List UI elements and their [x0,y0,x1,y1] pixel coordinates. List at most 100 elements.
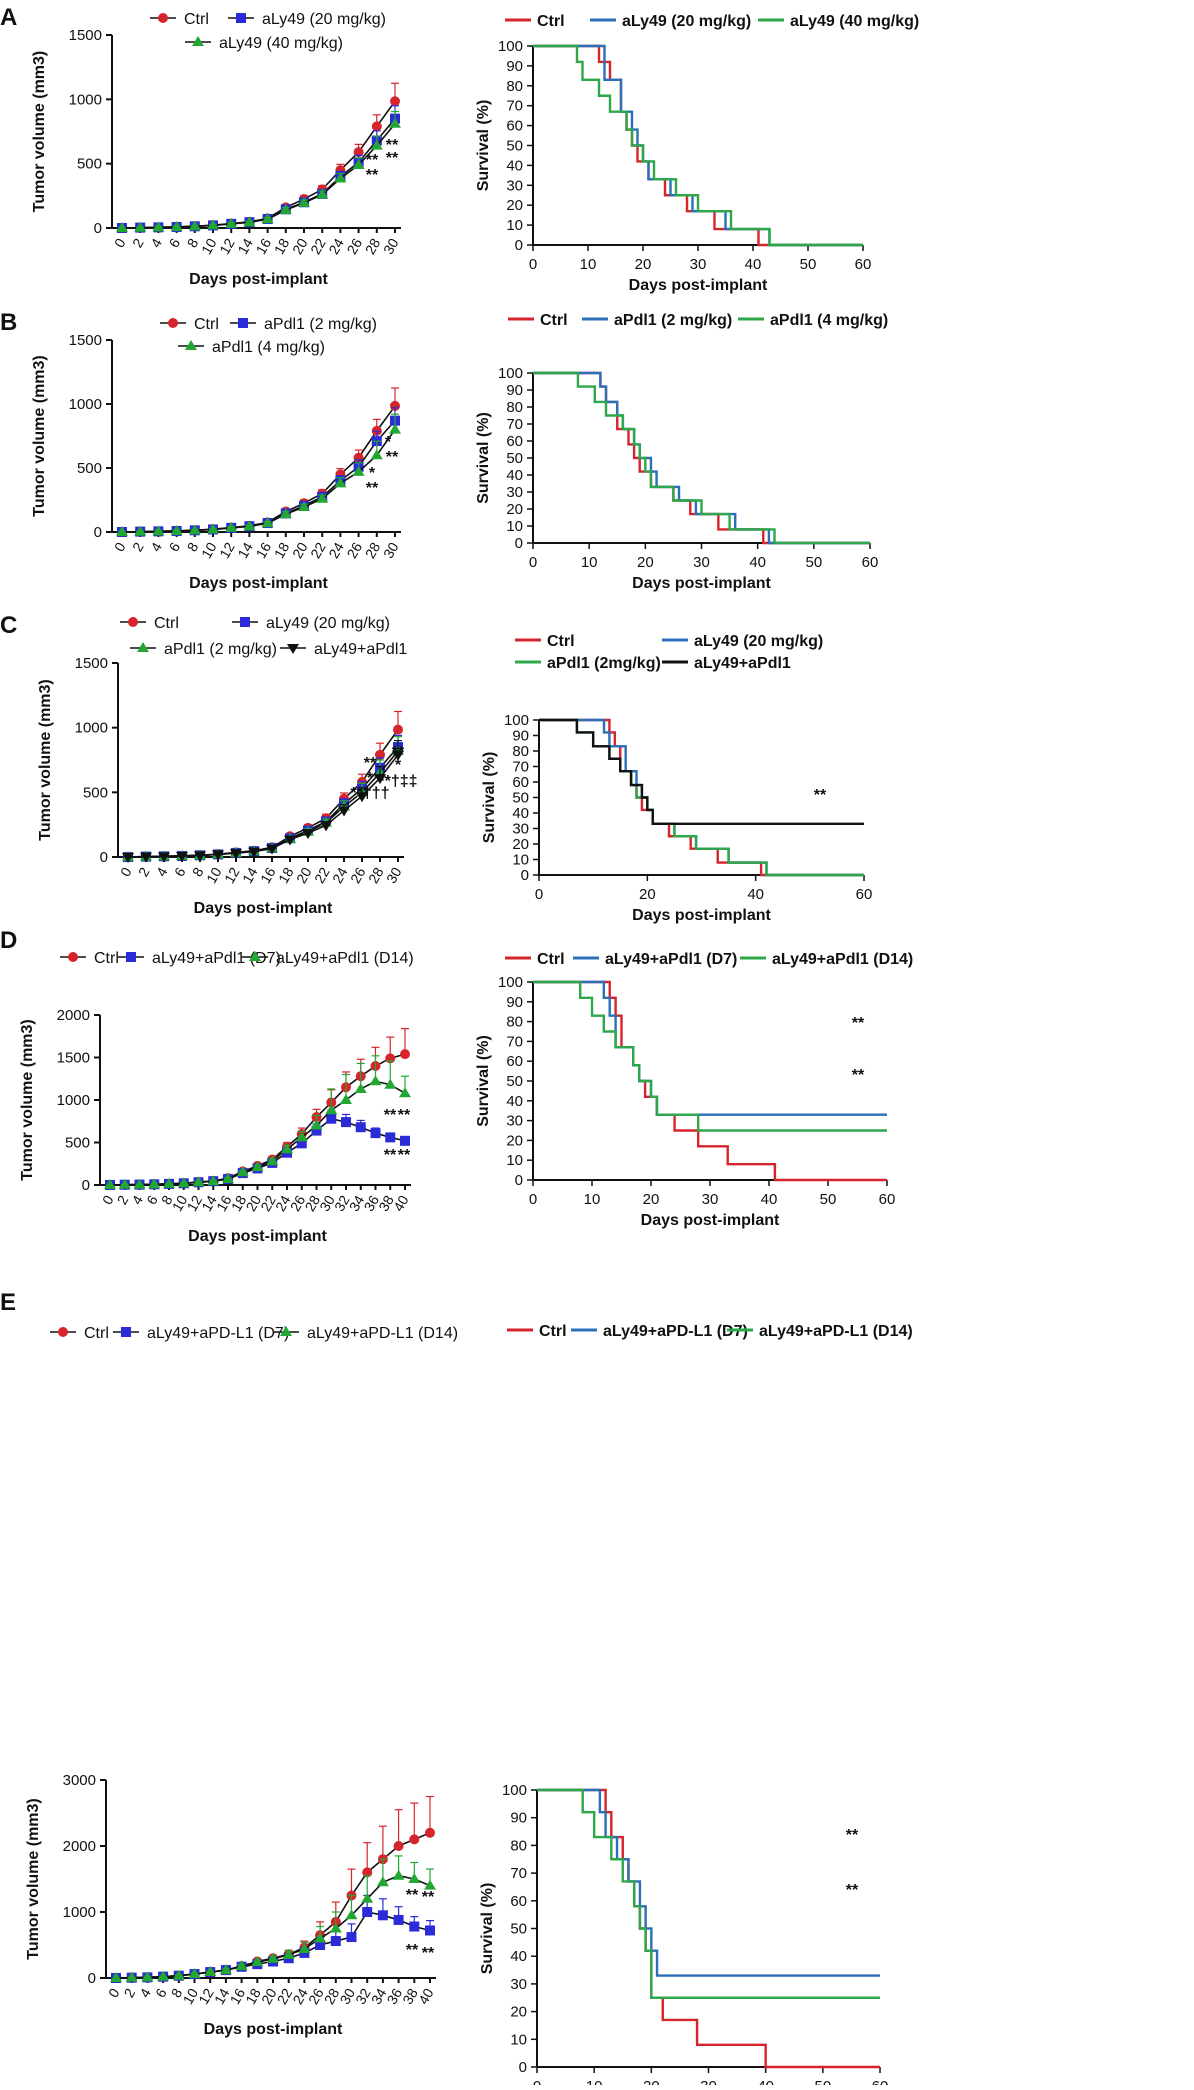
legend-marker [168,318,178,328]
data-point [212,850,224,861]
survival-curve-2 [533,371,870,545]
x-tick-label: 26 [305,1985,327,2007]
y-tick-label: 70 [512,759,529,776]
data-point [408,1873,421,1883]
data-point [385,1132,396,1143]
legend-label: aPdl1 (2mg/kg) [547,655,661,672]
legend-marker [236,13,246,23]
data-point [170,220,183,231]
significance-mark: ** [386,449,399,466]
data-point [377,1910,388,1921]
significance-mark: **†‡‡ [378,773,417,790]
data-point [392,750,404,761]
panel-letter: A [0,4,17,31]
data-point [172,1969,185,1980]
y-tick-label: 80 [506,1014,523,1031]
legend-label: aLy49 (20 mg/kg) [262,11,386,28]
data-point [207,523,219,534]
tumor-series-2 [116,413,401,536]
y-tick-label: 30 [512,821,529,838]
data-point [400,1135,410,1146]
data-point [170,524,183,535]
x-axis-title: Days post-implant [204,2021,343,2038]
legend-label: aLy49 (20 mg/kg) [622,13,751,30]
panel-letter: D [0,927,17,954]
legend-label: Ctrl [154,615,179,632]
x-tick-label: 16 [257,864,279,886]
significance-mark: ** [392,744,405,761]
legend-label: Ctrl [539,1323,567,1340]
x-axis-title: Days post-implant [189,271,328,288]
data-point [279,508,292,519]
x-tick-label: 60 [879,1191,896,1208]
legend-label: aPdl1 (2 mg/kg) [164,641,277,658]
data-point [400,1049,410,1060]
x-tick-label: 40 [745,256,762,273]
y-tick-label: 10 [510,2031,527,2048]
y-tick-label: 70 [510,1865,527,1882]
y-tick-label: 100 [498,365,523,382]
panel-e: E010002000300002468101214161820222426283… [0,1289,913,2090]
data-point [219,1964,232,1975]
survival-curve-2 [533,44,863,247]
data-point [376,1876,389,1887]
survival-curve-2 [533,980,887,1132]
tumor-series-2 [104,1055,411,1189]
survival-curve-0 [539,718,864,877]
data-point [375,749,385,760]
y-tick-label: 90 [506,994,523,1011]
x-tick-label: 30 [690,256,707,273]
legend-label: aLy49 (40 mg/kg) [219,35,343,52]
x-tick-label: 28 [301,1192,323,1214]
tumor-legend: Ctrl aLy49 (20 mg/kg) aPdl1 (2 mg/kg) aLy49… [120,615,407,658]
survival-legend: Ctrl aLy49 (20 mg/kg) aLy49 (40 mg/kg) [505,13,919,30]
y-tick-label: 60 [512,774,529,791]
tumor-legend: Ctrl aLy49 (20 mg/kg) aLy49 (40 mg/kg) [150,11,386,52]
data-point [389,117,401,128]
x-tick-label: 40 [747,886,764,903]
significance-mark: ** [814,787,827,804]
y-tick-label: 100 [498,974,523,991]
data-point [279,203,292,214]
legend-label: Ctrl [540,312,568,329]
data-point [134,525,147,536]
y-tick-label: 10 [506,1152,523,1169]
data-point [352,158,365,169]
data-point [352,465,365,476]
data-point [341,1117,351,1128]
y-tick-label: 70 [506,98,523,115]
data-point [389,423,401,434]
survival-curve-2 [537,1788,880,1999]
survival-curve-0 [533,371,870,545]
data-point [326,1113,337,1124]
y-tick-label: 10 [506,217,523,234]
y-tick-label: 0 [521,867,529,884]
x-tick-label: 60 [872,2078,889,2085]
tumor-chart: 0500100015002000024681012141618202224262… [19,950,414,1245]
y-tick-label: 30 [506,484,523,501]
x-tick-label: 40 [390,1192,412,1214]
x-tick-label: 20 [639,886,656,903]
y-tick-label: 1500 [57,1050,90,1067]
x-tick-label: 20 [289,235,311,257]
x-tick-label: 10 [179,1985,201,2007]
y-tick-label: 500 [77,460,102,477]
significance-mark: **††† [350,785,389,802]
legend-label: aLy49+aPD-L1 (D7) [147,1325,289,1342]
significance-mark: * [367,770,374,787]
x-tick-label: 14 [211,1985,233,2007]
y-tick-label: 50 [512,790,529,807]
y-tick-label: 100 [502,1782,527,1799]
series-line [121,420,396,533]
significance-mark: ** [846,1827,859,1844]
y-tick-label: 90 [506,382,523,399]
data-point [338,806,350,817]
x-tick-label: 34 [346,1192,368,1214]
significance-mark: ** [852,1015,865,1032]
x-tick-label: 12 [216,539,238,561]
data-point [134,221,147,232]
x-tick-label: 6 [171,864,189,879]
